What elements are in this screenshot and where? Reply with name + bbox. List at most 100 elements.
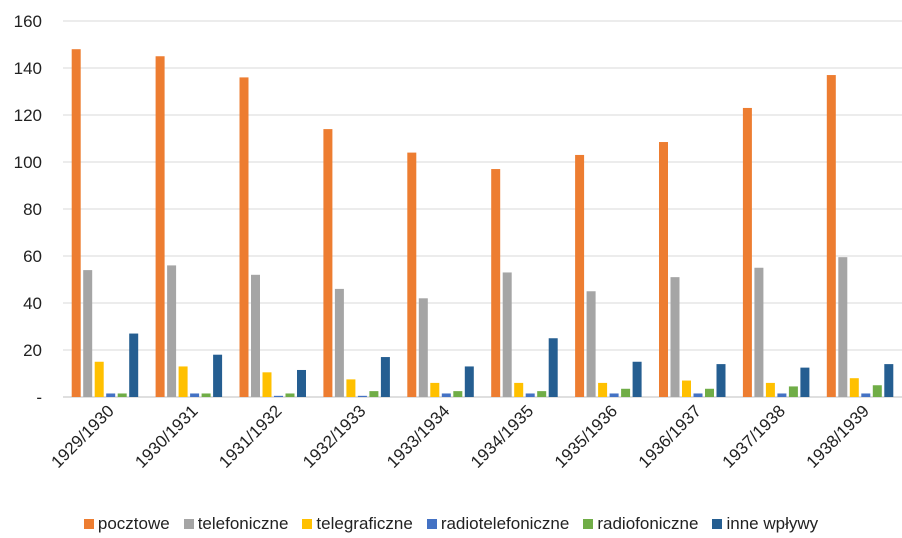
x-axis: 1929/1930 1930/1931 1931/1932 1932/1933 1933… <box>48 401 873 471</box>
y-tick-label: - <box>36 388 42 407</box>
bar-radiofoniczne <box>537 391 547 397</box>
legend-swatch <box>426 519 437 529</box>
bar-inne-wpływy <box>213 354 223 397</box>
legend-item: radiotelefoniczne <box>426 514 570 534</box>
bar-telefoniczne <box>167 265 177 397</box>
bar-chart: - 20 40 60 80 100 120 140 160 1929/1930 1930/1931… <box>14 12 902 472</box>
bar-radiotelefoniczne <box>777 393 787 397</box>
bar-telegraficzne <box>94 361 104 397</box>
bar-radiofoniczne <box>117 393 127 397</box>
legend-swatch <box>83 519 94 529</box>
bar-telegraficzne <box>178 366 188 397</box>
legend-item: telefoniczne <box>183 514 289 534</box>
legend-item: inne wpływy <box>712 514 818 534</box>
legend-label: telegraficzne <box>316 514 413 533</box>
bar-inne-wpływy <box>129 333 139 397</box>
bar-radiotelefoniczne <box>525 393 535 397</box>
legend-item: pocztowe <box>83 514 170 534</box>
y-tick-label: 40 <box>23 294 42 313</box>
bar-telefoniczne <box>502 272 512 397</box>
legend-item: telegraficzne <box>302 514 413 534</box>
legend-label: pocztowe <box>97 514 170 533</box>
bar-pocztowe <box>239 77 249 398</box>
bar-inne-wpływy <box>716 364 726 397</box>
bar-radiofoniczne <box>872 385 882 397</box>
x-tick-label: 1932/1933 <box>299 401 369 471</box>
y-tick-label: 20 <box>23 341 42 360</box>
bar-telegraficzne <box>682 380 691 397</box>
legend-swatch <box>583 519 594 529</box>
legend-label: inne wpływy <box>726 514 819 533</box>
x-tick-label: 1937/1938 <box>719 401 789 471</box>
y-tick-label: 160 <box>14 12 42 31</box>
bar-pocztowe <box>742 107 752 397</box>
x-tick-label: 1935/1936 <box>551 401 621 471</box>
x-tick-label: 1933/1934 <box>383 401 453 471</box>
bar-pocztowe <box>826 75 836 398</box>
bar-telefoniczne <box>251 274 260 397</box>
bar-inne-wpływy <box>800 367 810 397</box>
y-tick-label: 120 <box>14 106 42 125</box>
x-tick-label: 1936/1937 <box>635 401 705 471</box>
bar-radiotelefoniczne <box>441 393 451 397</box>
bar-inne-wpływy <box>464 366 474 397</box>
legend-item: radiofoniczne <box>583 514 698 534</box>
bar-telegraficzne <box>514 382 524 397</box>
bar-inne-wpływy <box>380 357 390 397</box>
y-tick-label: 140 <box>14 59 42 78</box>
x-tick-label: 1930/1931 <box>131 401 201 471</box>
bars <box>71 49 894 398</box>
legend: pocztowe telefoniczne telegraficzne radiote… <box>0 512 902 536</box>
bar-radiotelefoniczne <box>274 395 283 397</box>
y-tick-label: 80 <box>23 200 42 219</box>
bar-telefoniczne <box>418 298 428 397</box>
bar-radiotelefoniczne <box>357 395 367 397</box>
bar-telegraficzne <box>765 382 775 397</box>
x-tick-label: 1929/1930 <box>48 401 118 471</box>
bar-radiofoniczne <box>621 388 631 397</box>
bar-telegraficzne <box>598 382 608 397</box>
bar-radiotelefoniczne <box>693 393 703 397</box>
bar-inne-wpływy <box>884 364 894 397</box>
bar-radiofoniczne <box>705 388 714 397</box>
bar-pocztowe <box>71 49 81 397</box>
bar-radiofoniczne <box>369 391 379 397</box>
bar-inne-wpływy <box>297 369 306 397</box>
bar-pocztowe <box>491 169 501 397</box>
bar-pocztowe <box>155 56 165 397</box>
bar-telefoniczne <box>334 288 344 397</box>
x-tick-label: 1934/1935 <box>467 401 537 471</box>
bar-telegraficzne <box>346 379 356 397</box>
y-axis: - 20 40 60 80 100 120 140 160 <box>14 12 42 407</box>
bar-pocztowe <box>407 152 417 397</box>
bar-radiofoniczne <box>285 393 295 397</box>
legend-swatch <box>183 519 194 529</box>
y-tick-label: 60 <box>23 247 42 266</box>
bar-pocztowe <box>659 142 668 397</box>
bar-radiotelefoniczne <box>106 393 116 397</box>
legend-label: radiofoniczne <box>597 514 699 533</box>
bar-pocztowe <box>323 129 333 397</box>
bar-radiofoniczne <box>201 393 211 397</box>
legend-swatch <box>302 519 313 529</box>
bar-telefoniczne <box>754 267 764 397</box>
bar-telefoniczne <box>670 277 680 397</box>
bar-radiotelefoniczne <box>861 393 871 397</box>
bar-telegraficzne <box>262 372 272 397</box>
bar-radiofoniczne <box>453 391 463 397</box>
legend-label: radiotelefoniczne <box>440 514 570 533</box>
bar-radiotelefoniczne <box>190 393 200 397</box>
bar-telefoniczne <box>586 291 596 397</box>
bar-radiotelefoniczne <box>609 393 619 397</box>
gridlines <box>63 20 902 398</box>
bar-telefoniczne <box>83 270 93 397</box>
bar-telefoniczne <box>838 257 848 397</box>
bar-telegraficzne <box>849 378 859 397</box>
x-tick-label: 1938/1939 <box>803 401 873 471</box>
legend-label: telefoniczne <box>197 514 289 533</box>
bar-radiofoniczne <box>788 386 798 397</box>
x-tick-label: 1931/1932 <box>215 401 285 471</box>
bar-inne-wpływy <box>632 361 642 397</box>
bar-pocztowe <box>575 154 585 397</box>
bar-telegraficzne <box>430 382 440 397</box>
